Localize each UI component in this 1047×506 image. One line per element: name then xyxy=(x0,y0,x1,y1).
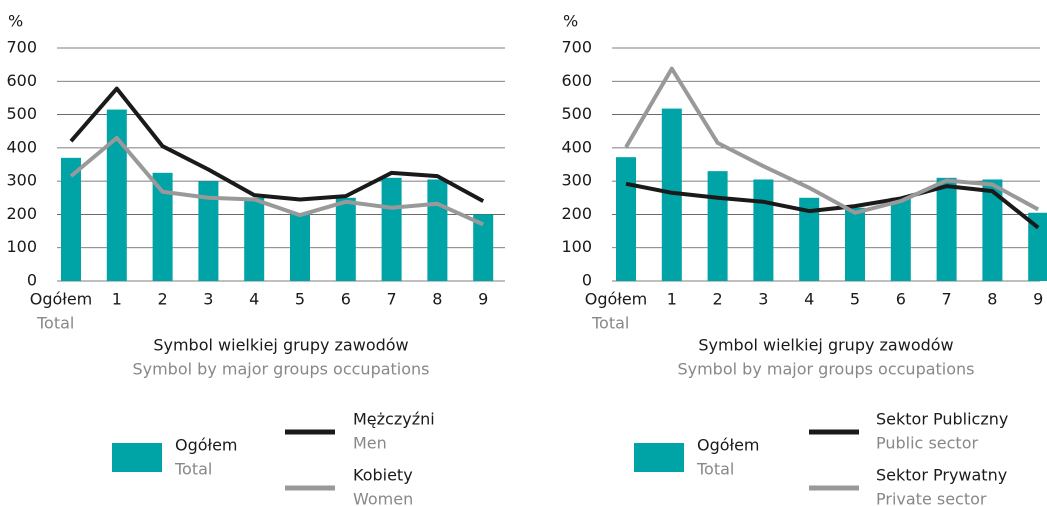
y-unit: % xyxy=(563,12,578,31)
legend-label: Ogółem xyxy=(175,436,238,455)
x-tick-label: 1 xyxy=(667,290,677,309)
line xyxy=(69,135,485,227)
bar xyxy=(244,197,265,281)
y-tick-label: 700 xyxy=(561,38,592,57)
x-tick-label: Ogółem xyxy=(30,290,93,309)
x-tick-label: 6 xyxy=(896,290,906,309)
x-axis-label: Symbol wielkiej grupy zawodów xyxy=(698,336,953,355)
x-tick-label: Ogółem xyxy=(585,290,648,309)
y-unit: % xyxy=(8,12,23,31)
bar xyxy=(381,177,402,281)
bar xyxy=(473,214,494,281)
y-tick-label: 0 xyxy=(582,271,592,290)
legend-swatch xyxy=(634,443,684,472)
x-tick-label: 3 xyxy=(758,290,768,309)
bar xyxy=(799,197,820,281)
x-tick-label: 3 xyxy=(203,290,213,309)
bar xyxy=(936,177,957,281)
y-tick-label: 600 xyxy=(561,71,592,90)
legend-label: Sektor Prywatny xyxy=(876,466,1007,485)
x-tick-label: 7 xyxy=(387,290,397,309)
legend-label-en: Private sector xyxy=(876,490,987,506)
x-tick-label: 1 xyxy=(112,290,122,309)
bar xyxy=(707,171,728,281)
y-tick-label: 700 xyxy=(6,38,37,57)
legend-label-en: Total xyxy=(696,460,734,479)
legend-label: Mężczyźni xyxy=(353,410,435,429)
y-tick-label: 600 xyxy=(6,71,37,90)
x-tick-label: 2 xyxy=(713,290,723,309)
bar xyxy=(198,181,219,281)
y-tick-label: 300 xyxy=(561,171,592,190)
line xyxy=(624,66,1040,215)
bar xyxy=(1028,212,1047,281)
x-tick-label: 4 xyxy=(804,290,814,309)
line xyxy=(69,86,485,203)
legend-label-en: Public sector xyxy=(876,434,978,453)
y-tick-label: 100 xyxy=(6,237,37,256)
y-tick-label: 200 xyxy=(561,204,592,223)
x-tick-label: 5 xyxy=(850,290,860,309)
x-tick-label: 8 xyxy=(987,290,997,309)
x-tick-label: 5 xyxy=(295,290,305,309)
legend-label: Sektor Publiczny xyxy=(876,410,1008,429)
legend-label: Ogółem xyxy=(697,436,760,455)
bar xyxy=(106,109,127,281)
legend-label: Kobiety xyxy=(353,466,413,485)
x-tick-label: 9 xyxy=(478,290,488,309)
bar xyxy=(152,172,173,281)
bar xyxy=(616,157,636,281)
y-tick-label: 500 xyxy=(6,104,37,123)
bar xyxy=(890,197,911,281)
bar xyxy=(335,197,356,281)
x-tick-label: 6 xyxy=(341,290,351,309)
x-tick-label: 7 xyxy=(942,290,952,309)
x-tick-sublabel: Total xyxy=(591,314,629,333)
x-tick-label: 8 xyxy=(432,290,442,309)
x-axis-label: Symbol wielkiej grupy zawodów xyxy=(153,336,408,355)
x-axis-label-en: Symbol by major groups occupations xyxy=(132,360,429,379)
y-tick-label: 400 xyxy=(561,137,592,156)
bar xyxy=(427,179,448,281)
y-tick-label: 200 xyxy=(6,204,37,223)
legend-swatch xyxy=(112,443,162,472)
x-tick-label: 4 xyxy=(249,290,259,309)
bar xyxy=(982,179,1003,281)
y-tick-label: 400 xyxy=(6,137,37,156)
y-tick-label: 500 xyxy=(561,104,592,123)
x-axis-label-en: Symbol by major groups occupations xyxy=(677,360,974,379)
y-tick-label: 300 xyxy=(6,171,37,190)
x-tick-label: 9 xyxy=(1033,290,1043,309)
x-tick-label: 2 xyxy=(158,290,168,309)
legend-label-en: Total xyxy=(174,460,212,479)
bar xyxy=(61,157,81,281)
bar xyxy=(753,179,774,281)
y-tick-label: 0 xyxy=(27,271,37,290)
legend-label-en: Men xyxy=(353,434,387,453)
bar xyxy=(845,207,865,281)
y-tick-label: 100 xyxy=(561,237,592,256)
bar xyxy=(290,214,310,281)
line xyxy=(625,181,1040,230)
legend-label-en: Women xyxy=(353,490,413,506)
x-tick-sublabel: Total xyxy=(36,314,74,333)
